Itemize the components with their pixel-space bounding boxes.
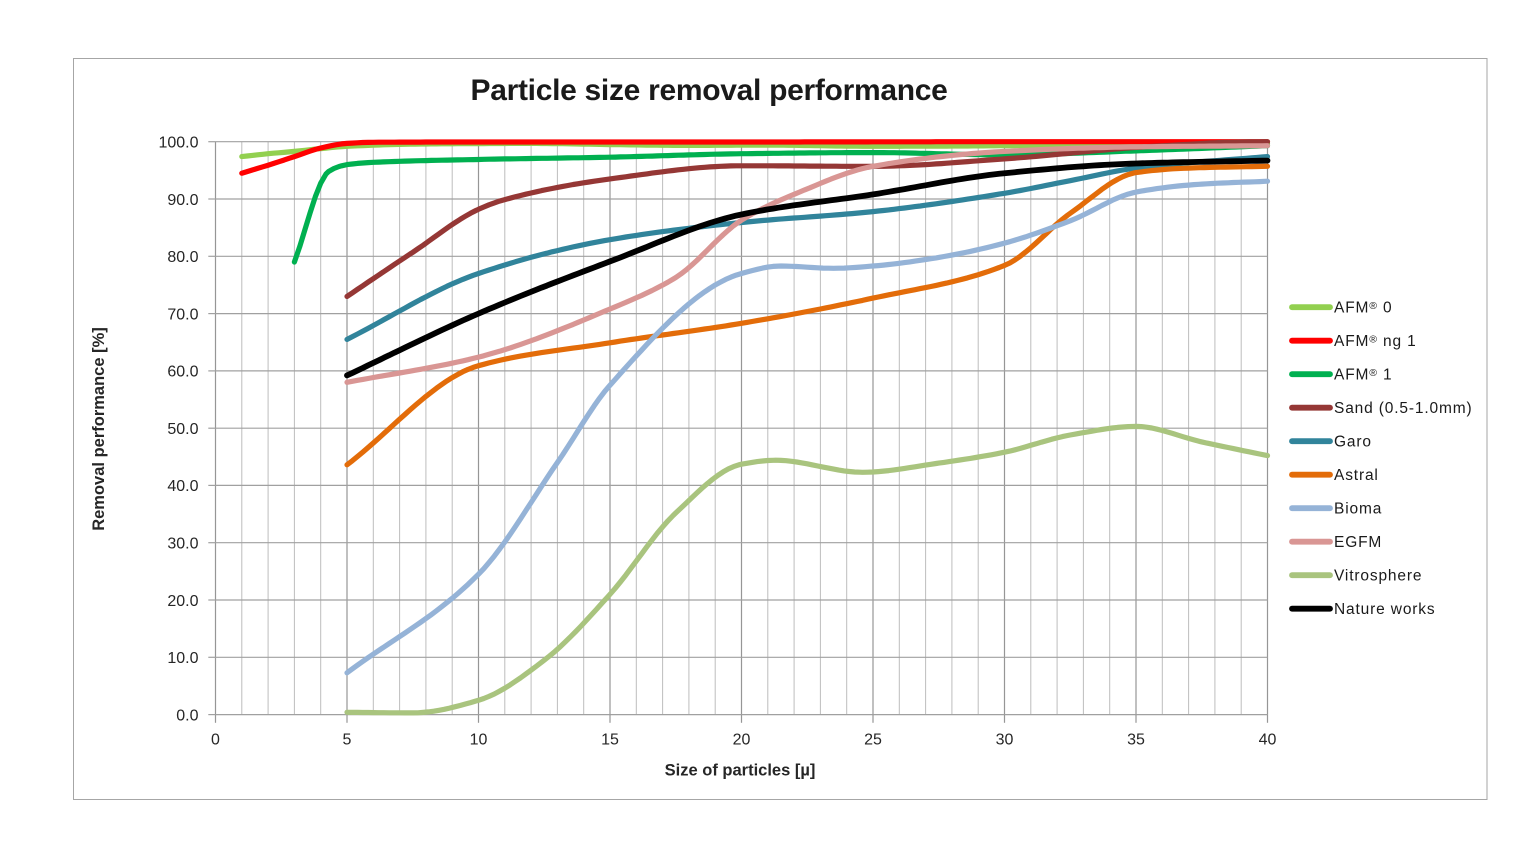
svg-text:Astral: Astral <box>1334 467 1379 484</box>
svg-text:Removal performance [%]: Removal performance [%] <box>90 327 108 531</box>
svg-text:Nature works: Nature works <box>1334 601 1436 618</box>
svg-text:Garo: Garo <box>1334 434 1372 451</box>
svg-text:AFM®​ 0: AFM®​ 0 <box>1334 300 1393 317</box>
svg-text:80.0: 80.0 <box>167 249 198 266</box>
svg-text:60.0: 60.0 <box>167 364 198 381</box>
svg-text:20.0: 20.0 <box>167 593 198 610</box>
svg-text:Sand (0.5-1.0mm): Sand (0.5-1.0mm) <box>1334 400 1473 417</box>
svg-text:10: 10 <box>470 732 488 749</box>
svg-text:Particle size removal performa: Particle size removal performance <box>471 74 948 107</box>
svg-text:20: 20 <box>733 732 751 749</box>
svg-text:AFM®​ ng 1: AFM®​ ng 1 <box>1334 333 1417 350</box>
svg-text:35: 35 <box>1127 732 1145 749</box>
svg-text:15: 15 <box>601 732 619 749</box>
svg-text:Bioma: Bioma <box>1334 501 1382 518</box>
svg-text:0: 0 <box>211 732 220 749</box>
svg-text:Size of particles [µ]: Size of particles [µ] <box>665 762 816 780</box>
svg-text:AFM®​ 1: AFM®​ 1 <box>1334 367 1393 384</box>
svg-text:Vitrosphere: Vitrosphere <box>1334 568 1422 585</box>
svg-text:5: 5 <box>343 732 352 749</box>
svg-text:25: 25 <box>864 732 882 749</box>
svg-text:70.0: 70.0 <box>167 306 198 323</box>
svg-text:50.0: 50.0 <box>167 421 198 438</box>
svg-text:100.0: 100.0 <box>158 135 198 152</box>
svg-text:30: 30 <box>996 732 1014 749</box>
svg-text:40: 40 <box>1259 732 1277 749</box>
svg-text:0.0: 0.0 <box>176 707 198 724</box>
svg-text:10.0: 10.0 <box>167 650 198 667</box>
svg-text:40.0: 40.0 <box>167 478 198 495</box>
svg-text:30.0: 30.0 <box>167 536 198 553</box>
svg-text:90.0: 90.0 <box>167 192 198 209</box>
svg-text:EGFM: EGFM <box>1334 534 1382 551</box>
